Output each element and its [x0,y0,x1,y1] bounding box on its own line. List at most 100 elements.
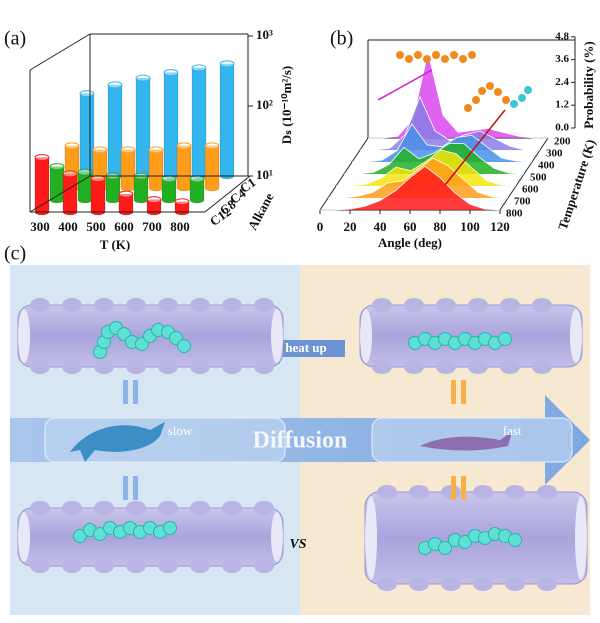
pore-bump [500,360,520,374]
pore-bump [30,559,50,573]
glass-tube [44,417,286,463]
pore-bump [254,559,274,573]
bar [135,77,151,180]
bar-cap [90,175,106,183]
molecule-atom [494,88,502,96]
bar-cap [64,142,80,150]
axis-line [29,175,91,213]
z-tick-label: 200 [554,136,571,148]
x-tick-label: 60 [404,219,417,234]
y-tick-label: 10² [256,97,273,112]
molecule-atom [510,100,518,108]
pore-bump [222,501,242,515]
x-tick-label: 800 [170,219,190,234]
x-tick-label: 80 [434,219,447,234]
pore-bump [537,485,557,499]
bar [62,173,78,216]
molecule-atom [518,94,526,102]
pore-bump [254,298,274,312]
bar-cap [219,60,235,68]
bar [176,145,192,192]
bar-cap [79,90,95,98]
pore-bump [94,559,114,573]
pore-bump [409,485,429,499]
bar-cap [62,170,78,178]
vs-label: VS [289,537,306,552]
pore-bump [409,577,429,591]
pore-bump [222,298,242,312]
bar [161,178,177,204]
bar-cap [92,146,108,154]
pore-bump [500,298,520,312]
bar [120,149,136,192]
bar [148,149,164,192]
pore-bump [254,501,274,515]
pore-bump [94,360,114,374]
heat-up-label: heat up [285,340,327,355]
pore-bump [62,360,82,374]
pore-bump [126,298,146,312]
x-tick-label: 40 [374,219,387,234]
pore-bump [404,298,424,312]
bar-cap [148,146,164,154]
pore-bump [468,360,488,374]
bar-cap [174,198,190,206]
x-axis-title: T (K) [100,237,130,252]
molecule-bead [508,533,522,547]
x-tick-label: 120 [490,219,510,234]
slow-label: slow [168,423,193,438]
bar [90,178,106,216]
bar-cap [120,146,136,154]
molecule-atom [502,96,510,104]
pore-bump [372,360,392,374]
pore-tube [17,507,284,567]
z-tick-label: 300 [546,148,563,160]
bar-cap [107,81,123,89]
x-tick-label: 300 [30,219,50,234]
pore-bump [158,360,178,374]
y-tick-label: 4.8 [555,30,569,42]
pore-bump [436,360,456,374]
z-tick-label: 500 [530,172,547,184]
bar-cap [118,190,134,198]
molecule-atom [464,104,472,112]
molecule-bead [177,339,191,353]
bar [133,175,149,204]
pore-bump [222,360,242,374]
equal-bar [461,380,466,404]
ridge-line [360,95,540,151]
bar-cap [176,142,192,150]
dolphin-slow [70,422,165,462]
y-axis-title: Probability (%) [581,41,596,129]
pore-bump [532,298,552,312]
pore-bump [62,298,82,312]
bar-cap [163,69,179,77]
pore-bump [190,360,210,374]
pore-bump [190,298,210,312]
pore-bump [158,501,178,515]
bar [191,67,207,180]
ridge-line [336,149,517,187]
z-tick-label: 800 [506,208,523,220]
molecule-atom [478,87,486,95]
ridge-line [368,52,548,139]
fast-label: fast [503,423,522,438]
bar-cap [77,168,93,176]
pore-bump [222,559,242,573]
pore-bump [377,485,397,499]
pore-bump [190,501,210,515]
bar [189,178,205,204]
pore-bump [473,577,493,591]
equal-bar [133,476,138,500]
ridge-fill [320,166,500,210]
pore-end [18,512,30,562]
pore-bump [505,485,525,499]
diffusion-arrow [10,395,590,485]
pore-bump [126,360,146,374]
pore-end [271,309,283,363]
equal-bar [461,476,466,500]
x-tick-label: 600 [114,219,134,234]
x-tick-label: 500 [86,219,106,234]
molecule-atom [396,51,404,59]
pointer-arrow [377,69,433,101]
